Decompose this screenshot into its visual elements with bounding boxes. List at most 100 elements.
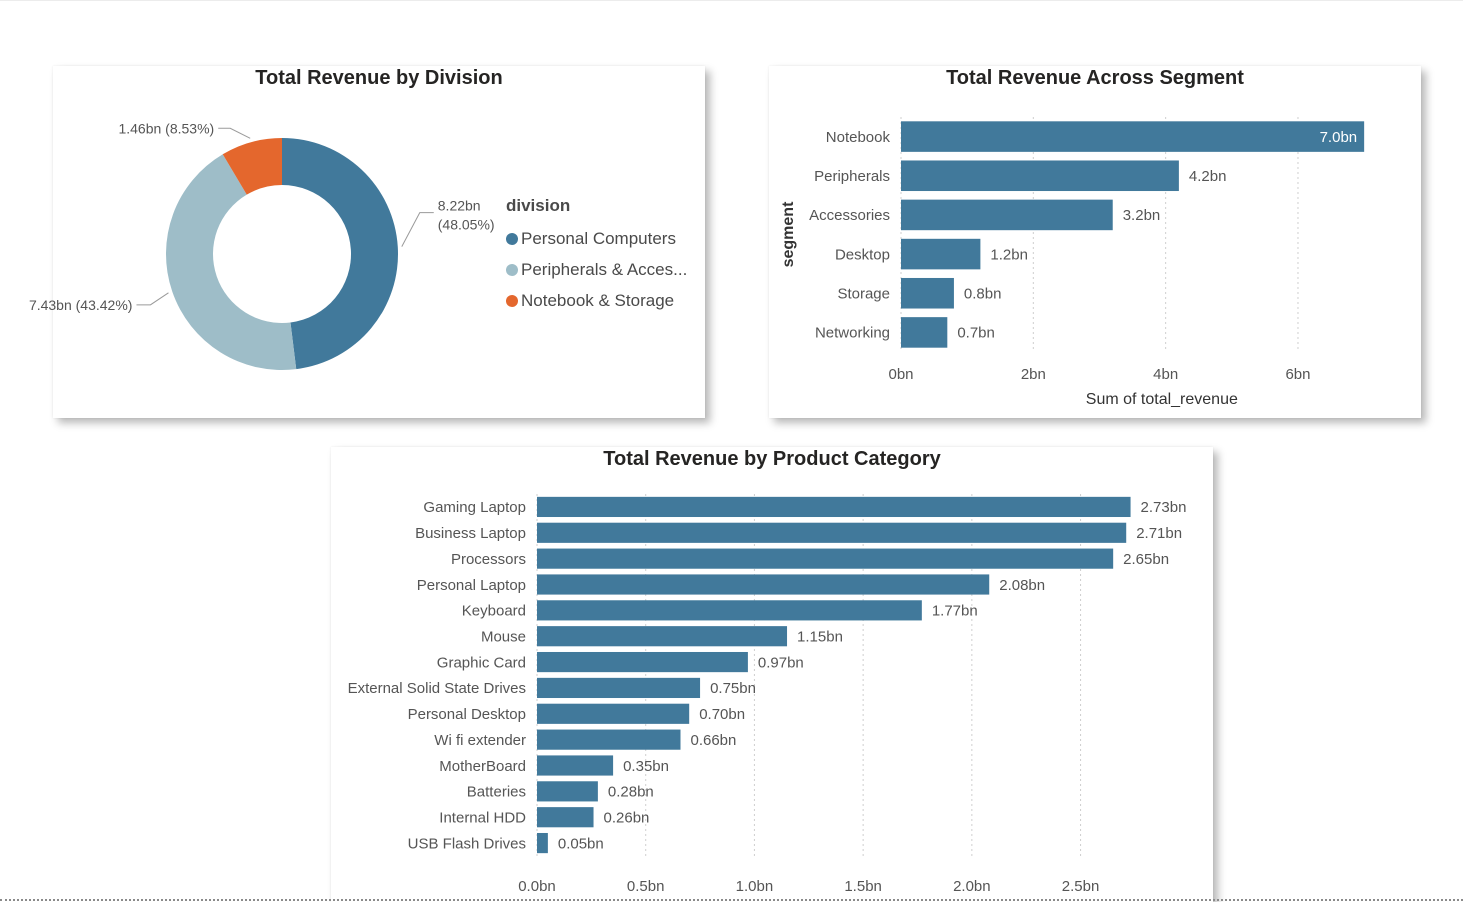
bar (537, 651, 748, 673)
bar-data-label: 0.7bn (957, 325, 995, 342)
y-category-label: Personal Laptop (417, 577, 526, 594)
y-category-label: Mouse (481, 628, 526, 645)
division-donut-visual[interactable]: Total Revenue by Division 8.22bn (48.05%)… (29, 66, 705, 418)
legend-label: Personal Computers (521, 228, 676, 248)
bar (537, 522, 1127, 543)
bar-data-label: 2.71bn (1136, 525, 1182, 542)
bar (901, 121, 1365, 152)
bar (901, 199, 1113, 231)
bar (537, 574, 990, 595)
bar (901, 277, 954, 309)
donut-slice (166, 154, 297, 370)
division-legend: division Personal Computers Peripherals … (506, 196, 687, 316)
donut-data-label: (48.05%) (438, 217, 495, 233)
bar-data-label: 0.70bn (699, 706, 745, 723)
donut-leader-line (401, 212, 434, 247)
bar (537, 729, 681, 750)
bar-data-label: 1.15bn (797, 628, 843, 645)
bar-data-label: 2.73bn (1141, 499, 1187, 516)
legend-title: division (506, 196, 571, 215)
donut-leader-line (136, 292, 169, 306)
division-donut-chart: 8.22bn (48.05%) 7.43bn (43.42%) 1.46bn (8.5… (29, 120, 495, 370)
legend-dot-icon (506, 232, 518, 245)
bar (901, 160, 1179, 192)
x-tick-label: 6bn (1285, 366, 1310, 383)
y-category-label: Internal HDD (439, 809, 526, 826)
x-tick-label: 4bn (1153, 366, 1178, 383)
category-bar-visual[interactable]: Total Revenue by Product Category 0.0bn 0… (331, 447, 1213, 902)
y-axis-title: segment (780, 201, 797, 267)
legend-label: Notebook & Storage (521, 290, 675, 310)
x-tick-label: 0.5bn (627, 878, 665, 895)
legend-dot-icon (506, 263, 518, 276)
x-tick-label: 0bn (888, 366, 913, 383)
legend-label: Peripherals & Acces... (521, 259, 688, 279)
bar-data-label: 0.26bn (604, 809, 650, 826)
page-top-rule (0, 0, 1463, 1)
bar (537, 703, 690, 724)
donut-data-label: 1.46bn (8.53%) (118, 120, 214, 136)
bar-data-label: 2.65bn (1123, 551, 1169, 568)
y-category-label: Batteries (467, 784, 526, 801)
y-category-label: Keyboard (462, 603, 526, 620)
x-tick-label: 2.5bn (1062, 878, 1100, 895)
bar (901, 317, 948, 348)
y-category-label: Business Laptop (415, 525, 526, 542)
y-category-label: Networking (815, 325, 890, 342)
division-chart-title: Total Revenue by Division (255, 67, 503, 89)
x-tick-label: 0.0bn (518, 878, 556, 895)
segment-bar-visual[interactable]: Total Revenue Across Segment 0bn 2bn 4bn 6b… (769, 66, 1421, 418)
bar (537, 781, 598, 802)
x-tick-label: 1.5bn (844, 878, 882, 895)
bar-data-label: 7.0bn (1320, 129, 1358, 146)
y-category-label: Gaming Laptop (423, 499, 526, 516)
y-category-label: Graphic Card (437, 654, 526, 671)
bar-data-label: 0.75bn (710, 680, 756, 697)
bar-data-label: 1.2bn (990, 246, 1028, 263)
x-tick-label: 1.0bn (736, 878, 774, 895)
bar (537, 832, 548, 854)
bar-data-label: 0.35bn (623, 758, 669, 775)
bar (537, 626, 788, 647)
bar-data-label: 4.2bn (1189, 168, 1227, 185)
bar-data-label: 0.8bn (964, 286, 1002, 303)
x-axis-title: Sum of total_revenue (1086, 391, 1238, 408)
legend-dot-icon (506, 294, 518, 307)
legend-item-notebook-storage[interactable]: Notebook & Storage (506, 285, 687, 316)
donut-slice (222, 138, 282, 195)
category-bar-chart: 0.0bn 0.5bn 1.0bn 1.5bn 2.0bn 2.5bn Gaming Lap… (348, 494, 1187, 895)
y-category-label: Desktop (835, 246, 890, 263)
bar (537, 600, 922, 621)
page-bottom-rule (0, 899, 1463, 901)
donut-data-label: 7.43bn (43.42%) (29, 297, 133, 313)
bar (537, 755, 614, 776)
bar-data-label: 3.2bn (1123, 207, 1161, 224)
y-category-label: Notebook (826, 129, 891, 146)
legend-item-personal-computers[interactable]: Personal Computers (506, 223, 687, 254)
bar (537, 677, 701, 699)
bar-data-label: 0.66bn (690, 732, 736, 749)
segment-chart-title: Total Revenue Across Segment (946, 67, 1244, 89)
y-category-label: Personal Desktop (408, 706, 526, 723)
x-tick-label: 2bn (1021, 366, 1046, 383)
category-chart-title: Total Revenue by Product Category (603, 448, 941, 470)
y-category-label: Storage (837, 286, 890, 303)
x-tick-label: 2.0bn (953, 878, 991, 895)
bar (537, 548, 1114, 569)
y-category-label: Wi fi extender (434, 732, 526, 749)
donut-data-label: 8.22bn (438, 198, 481, 214)
y-category-label: MotherBoard (439, 758, 526, 775)
bar-data-label: 0.28bn (608, 784, 654, 801)
y-category-label: External Solid State Drives (348, 680, 526, 697)
y-category-label: Accessories (809, 207, 890, 224)
bar (537, 807, 594, 828)
bar (901, 238, 981, 270)
bar-data-label: 0.97bn (758, 654, 804, 671)
legend-item-peripherals[interactable]: Peripherals & Acces... (506, 254, 687, 285)
y-category-label: Processors (451, 551, 526, 568)
segment-bar-chart: 0bn 2bn 4bn 6bn Notebook 7.0bn Peripherals 4.2b… (780, 117, 1365, 408)
bar-data-label: 1.77bn (932, 603, 978, 620)
bar-data-label: 2.08bn (999, 577, 1045, 594)
y-category-label: USB Flash Drives (408, 835, 526, 852)
bar-data-label: 0.05bn (558, 835, 604, 852)
